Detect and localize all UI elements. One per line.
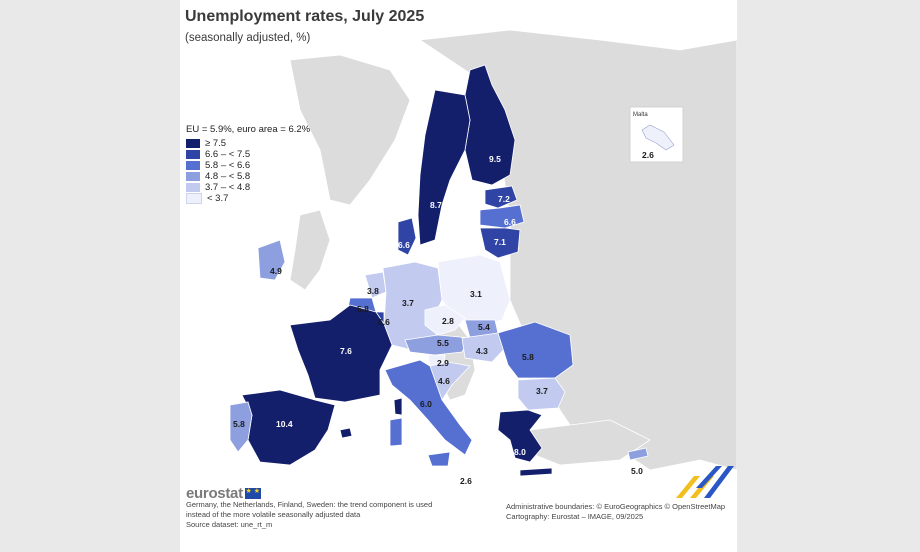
label-belgium: 5.8 [357, 304, 369, 314]
legend-label: 6.6 – < 7.5 [205, 149, 251, 160]
country-greece[interactable] [497, 409, 543, 463]
eurostat-logo[interactable]: eurostat ★ ★ [186, 484, 432, 502]
label-poland: 3.1 [470, 289, 482, 299]
legend-item: 4.8 – < 5.8 [186, 171, 310, 182]
malta-inset-title: Malta [633, 112, 648, 118]
country-france-corsica[interactable] [393, 397, 403, 416]
country-lithuania[interactable] [479, 227, 521, 259]
footer-credits-line1: Administrative boundaries: © EuroGeograp… [506, 502, 726, 511]
legend-item: 5.8 – < 6.6 [186, 160, 310, 171]
legend-swatch [186, 161, 200, 170]
legend-rows: ≥ 7.5 6.6 – < 7.5 5.8 – < 6.6 4.8 – < 5.8 3.… [186, 138, 310, 204]
map-card: 9.5 8.7 7.2 6.6 7.1 6.6 4.9 3.8 5.8 6.6 … [180, 0, 737, 552]
eurostat-wordmark: eurostat [186, 484, 243, 502]
country-denmark[interactable] [397, 217, 417, 256]
eu-flag-icon: ★ ★ [244, 488, 261, 499]
country-austria[interactable] [404, 334, 471, 356]
label-sweden: 8.7 [430, 200, 442, 210]
label-denmark: 6.6 [398, 240, 410, 250]
label-malta-main: 2.6 [460, 476, 472, 486]
legend-item: 3.7 – < 4.8 [186, 182, 310, 193]
footer-right: Administrative boundaries: © EuroGeograp… [506, 502, 725, 522]
legend-label: < 3.7 [207, 193, 229, 204]
label-slovenia: 2.9 [437, 358, 449, 368]
legend-item: < 3.7 [186, 193, 310, 204]
label-romania: 5.8 [522, 352, 534, 362]
country-france[interactable] [289, 304, 393, 403]
label-luxembourg: 6.6 [378, 317, 390, 327]
label-lithuania: 7.1 [494, 237, 506, 247]
legend-item: 6.6 – < 7.5 [186, 149, 310, 160]
label-latvia: 6.6 [504, 217, 516, 227]
label-croatia: 4.6 [438, 376, 450, 386]
label-slovakia: 5.4 [478, 322, 490, 332]
legend-heading: EU = 5.9%, euro area = 6.2% [186, 124, 311, 135]
country-romania[interactable] [497, 321, 574, 379]
legend-swatch [186, 183, 200, 192]
footer-note-line1: Germany, the Netherlands, Finland, Swede… [186, 500, 433, 509]
country-bulgaria[interactable] [517, 377, 566, 411]
label-finland: 9.5 [489, 154, 501, 164]
legend-label: 5.8 – < 6.6 [205, 160, 251, 171]
country-greece-crete[interactable] [519, 467, 553, 477]
legend-label: ≥ 7.5 [205, 138, 227, 149]
country-italy-sardinia[interactable] [389, 417, 403, 447]
legend-swatch [186, 139, 200, 148]
country-sweden[interactable] [417, 89, 471, 246]
malta-inset [629, 106, 684, 163]
footer-source: Source dataset: une_rt_m [186, 520, 273, 529]
label-portugal: 5.8 [233, 419, 245, 429]
label-malta-inset: 2.6 [642, 150, 654, 160]
country-estonia[interactable] [484, 185, 518, 209]
norway-land [289, 54, 411, 206]
value-labels: 9.5 8.7 7.2 6.6 7.1 6.6 4.9 3.8 5.8 6.6 … [233, 112, 654, 486]
label-france: 7.6 [340, 346, 352, 356]
malta-shape[interactable] [641, 124, 675, 151]
legend-label: 3.7 – < 4.8 [205, 182, 251, 193]
choropleth-map: 9.5 8.7 7.2 6.6 7.1 6.6 4.9 3.8 5.8 6.6 … [229, 29, 737, 486]
country-latvia[interactable] [479, 204, 525, 229]
country-cyprus[interactable] [627, 447, 649, 461]
legend-item: ≥ 7.5 [186, 138, 310, 149]
footer-note-line2: instead of the more volatile seasonally … [186, 510, 361, 519]
country-spain-baleares[interactable] [339, 427, 353, 439]
label-czechia: 2.8 [442, 316, 454, 326]
legend-label: 4.8 – < 5.8 [205, 171, 251, 182]
label-spain: 10.4 [276, 419, 293, 429]
footer-left: eurostat ★ ★ Germany, the Netherlands, F… [186, 484, 433, 530]
label-estonia: 7.2 [498, 194, 510, 204]
map-subtitle: (seasonally adjusted, %) [185, 32, 311, 44]
country-ireland[interactable] [257, 239, 286, 281]
country-czechia[interactable] [424, 304, 466, 336]
eurostat-stripes-icon [676, 466, 734, 498]
label-netherlands: 3.8 [367, 286, 379, 296]
legend-swatch [186, 150, 200, 159]
legend: EU = 5.9%, euro area = 6.2% ≥ 7.5 6.6 – <… [186, 124, 310, 204]
country-italy-sicily[interactable] [427, 451, 451, 467]
country-italy[interactable] [384, 359, 473, 456]
country-portugal[interactable] [229, 401, 253, 453]
map-title: Unemployment rates, July 2025 [185, 8, 425, 25]
label-austria: 5.5 [437, 338, 449, 348]
great-britain-land [289, 209, 331, 291]
legend-swatch [186, 193, 202, 204]
label-italy: 6.0 [420, 399, 432, 409]
legend-swatch [186, 172, 200, 181]
eu-countries [229, 64, 649, 477]
label-germany: 3.7 [402, 298, 414, 308]
country-hungary[interactable] [461, 332, 509, 363]
label-ireland: 4.9 [270, 266, 282, 276]
label-greece: 8.0 [514, 447, 526, 457]
label-cyprus: 5.0 [631, 466, 643, 476]
footer-credits-line2: Cartography: Eurostat – IMAGE, 09/2025 [506, 512, 644, 521]
label-hungary: 4.3 [476, 346, 488, 356]
label-bulgaria: 3.7 [536, 386, 548, 396]
